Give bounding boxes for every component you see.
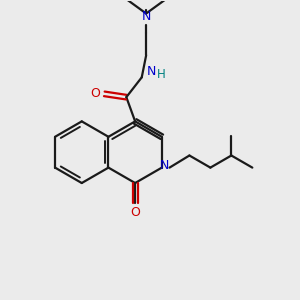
Text: N: N xyxy=(147,65,156,78)
Text: O: O xyxy=(91,87,100,101)
Text: N: N xyxy=(142,10,151,23)
Text: H: H xyxy=(157,68,166,80)
Text: N: N xyxy=(159,159,169,172)
Text: O: O xyxy=(130,206,140,219)
